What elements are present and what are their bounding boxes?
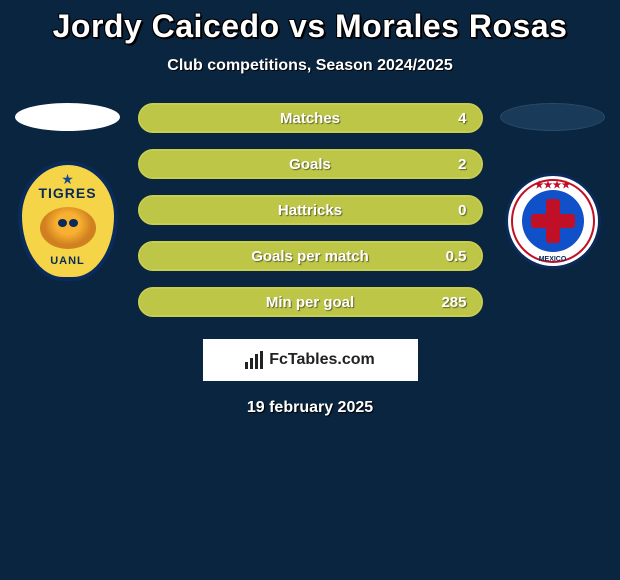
left-crest: ★ TIGRES UANL xyxy=(18,161,118,281)
tiger-face-icon xyxy=(40,207,96,249)
footer-brand-box[interactable]: FcTables.com xyxy=(203,339,418,381)
stat-label: Goals per match xyxy=(140,248,481,265)
stat-value: 4 xyxy=(458,110,466,127)
tiger-eye-icon xyxy=(69,219,78,227)
stat-label: Min per goal xyxy=(140,294,481,311)
stat-label: Matches xyxy=(140,110,481,127)
stat-row-hattricks: Hattricks 0 xyxy=(138,195,483,225)
cross-icon xyxy=(531,214,575,228)
stat-value: 0.5 xyxy=(446,248,467,265)
left-side: ★ TIGRES UANL xyxy=(8,103,128,281)
stat-row-goals-per-match: Goals per match 0.5 xyxy=(138,241,483,271)
cruz-inner xyxy=(522,190,584,252)
cruzazul-badge: ★★★★ MEXICO xyxy=(505,173,601,269)
cruz-text: MEXICO xyxy=(539,256,567,263)
main-row: ★ TIGRES UANL Matches 4 Goals xyxy=(0,103,620,317)
footer-brand-text: FcTables.com xyxy=(269,351,375,369)
stats-column: Matches 4 Goals 2 Hattricks 0 Goals per … xyxy=(138,103,483,317)
stat-row-matches: Matches 4 xyxy=(138,103,483,133)
bars-icon xyxy=(245,351,263,369)
subtitle: Club competitions, Season 2024/2025 xyxy=(0,57,620,75)
tigres-bottom-text: UANL xyxy=(50,255,85,267)
stat-row-goals: Goals 2 xyxy=(138,149,483,179)
date-text: 19 february 2025 xyxy=(0,399,620,417)
stat-label: Hattricks xyxy=(140,202,481,219)
stat-value: 0 xyxy=(458,202,466,219)
stat-value: 2 xyxy=(458,156,466,173)
comparison-card: Jordy Caicedo vs Morales Rosas Club comp… xyxy=(0,0,620,417)
right-side: ★★★★ MEXICO xyxy=(493,103,613,281)
right-crest: ★★★★ MEXICO xyxy=(503,161,603,281)
stat-value: 285 xyxy=(441,294,466,311)
tigres-top-text: TIGRES xyxy=(38,185,96,201)
left-oval xyxy=(15,103,120,131)
stat-row-min-per-goal: Min per goal 285 xyxy=(138,287,483,317)
tiger-eye-icon xyxy=(58,219,67,227)
tigres-badge: ★ TIGRES UANL xyxy=(18,161,118,281)
tigres-shield: ★ TIGRES UANL xyxy=(18,161,118,281)
page-title: Jordy Caicedo vs Morales Rosas xyxy=(0,8,620,45)
stat-label: Goals xyxy=(140,156,481,173)
right-oval xyxy=(500,103,605,131)
